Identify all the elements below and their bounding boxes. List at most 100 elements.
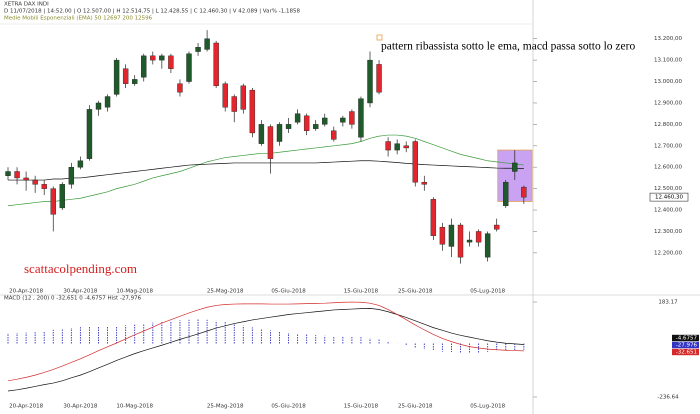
y-tick-label: 13.200,00 <box>654 36 682 42</box>
macd-line <box>7 301 524 382</box>
x-tick-label: 15-Giu-2018 <box>344 404 379 410</box>
ema-line <box>8 160 524 181</box>
ema-line <box>7 134 524 207</box>
x-tick-label: 25-Giu-2018 <box>398 404 433 410</box>
candle-body <box>150 55 156 61</box>
y-tick-label: 12.800,00 <box>654 122 682 128</box>
candle-body <box>95 102 102 110</box>
y-tick-label: 12.500,00 <box>654 186 682 192</box>
candle-body <box>249 89 256 134</box>
value-tag <box>672 334 699 342</box>
y-tick-label: 12.600,00 <box>654 165 682 171</box>
value-tag-label: -27.976 <box>676 343 698 349</box>
y-tick-label: 12.200,00 <box>654 250 682 256</box>
candle-body <box>385 141 391 151</box>
x-tick-label: 05-Lug-2018 <box>470 404 505 410</box>
candle-body <box>313 124 319 129</box>
candle-body <box>521 186 527 198</box>
candle-body <box>475 231 482 243</box>
x-tick-label: 30-Apr-2018 <box>63 289 98 295</box>
candle-body <box>14 171 20 179</box>
candle-body <box>231 96 237 112</box>
candle-body <box>367 59 373 104</box>
candle-body <box>394 143 400 151</box>
candle-body <box>331 130 337 140</box>
x-tick-label: 10-Mag-2018 <box>116 289 153 295</box>
x-tick-label: 25-Mag-2018 <box>207 404 244 410</box>
candle-body <box>267 126 274 159</box>
candle-body <box>50 188 56 215</box>
candle-body <box>32 179 38 185</box>
y-tick-label: -236.64 <box>657 395 679 401</box>
last-price-tag <box>649 192 689 202</box>
candle-body <box>213 42 219 87</box>
candle-body <box>104 96 111 108</box>
candle-body <box>412 141 418 183</box>
candle-body <box>168 55 174 69</box>
candle-body <box>204 38 210 50</box>
annotation: pattern ribassista sotto le ema, macd pa… <box>381 41 635 53</box>
candle-body <box>376 64 382 93</box>
quote: D 11/07/2018 | 14:52.00 | O 12.507,00 | … <box>4 9 300 15</box>
candle-body <box>285 124 292 129</box>
candle-body <box>159 55 165 61</box>
candle-body <box>457 224 464 258</box>
candle-body <box>322 117 328 125</box>
candle-body <box>86 109 93 159</box>
candle-body <box>177 83 183 93</box>
candle-body <box>122 68 129 84</box>
macd-line <box>7 308 524 392</box>
ema-label: Medie Mobili Esponenziali (EMA) 50 12697… <box>4 16 153 22</box>
candle-body <box>141 55 147 78</box>
candle-body <box>68 167 75 185</box>
value-tag-label: -4.6757 <box>676 336 698 342</box>
y-tick-label: 12.900,00 <box>654 100 682 106</box>
y-tick-label: 183.17 <box>658 300 678 306</box>
candle-body <box>240 85 247 110</box>
candle-body <box>466 239 473 243</box>
candle-body <box>276 124 283 142</box>
candle-body <box>512 162 518 172</box>
candle-body <box>77 160 84 168</box>
candle-body <box>349 111 355 125</box>
candle-body <box>421 181 427 185</box>
candle-body <box>303 115 310 132</box>
candle-body <box>403 145 409 149</box>
y-tick-label: 12.300,00 <box>654 229 682 235</box>
x-tick-label: 30-Apr-2018 <box>63 404 98 410</box>
y-tick-label: 13.000,00 <box>654 79 682 85</box>
y-tick-label: 13.100,00 <box>654 58 682 64</box>
x-tick-label: 15-Giu-2018 <box>344 289 379 295</box>
x-tick-label: 20-Apr-2018 <box>9 289 44 295</box>
candle-body <box>430 199 437 236</box>
candle-body <box>484 233 491 258</box>
instrument: XETRA DAX INDI <box>4 2 49 8</box>
last-price-label: 12.460,30 <box>655 195 683 201</box>
value-tag <box>672 341 699 349</box>
candle-body <box>59 184 65 209</box>
candle-body <box>222 83 228 108</box>
candle-body <box>5 171 11 176</box>
y-tick-label: 12.700,00 <box>654 143 682 149</box>
candle-body <box>358 98 364 138</box>
candle-body <box>41 184 47 189</box>
macd-label: MACD (12 , 200) 0 -32,651 0 -4,6757 Hist… <box>4 296 142 302</box>
x-tick-label: 20-Apr-2018 <box>9 404 44 410</box>
x-tick-label: 05-Giu-2018 <box>271 289 306 295</box>
candle-body <box>294 113 301 123</box>
candle-body <box>186 53 192 82</box>
candle-body <box>23 177 29 181</box>
candle-body <box>258 124 265 144</box>
value-tag-label: -32.651 <box>676 350 697 356</box>
candle-body <box>131 79 138 84</box>
watermark: scattacolpending.com <box>24 261 137 276</box>
x-tick-label: 25-Mag-2018 <box>207 289 244 295</box>
x-tick-label: 05-Lug-2018 <box>470 289 505 295</box>
x-tick-label: 25-Giu-2018 <box>398 289 433 295</box>
candle-body <box>448 224 455 247</box>
x-tick-label: 05-Giu-2018 <box>271 404 306 410</box>
candle-body <box>494 224 500 230</box>
x-tick-label: 10-Mag-2018 <box>116 404 153 410</box>
